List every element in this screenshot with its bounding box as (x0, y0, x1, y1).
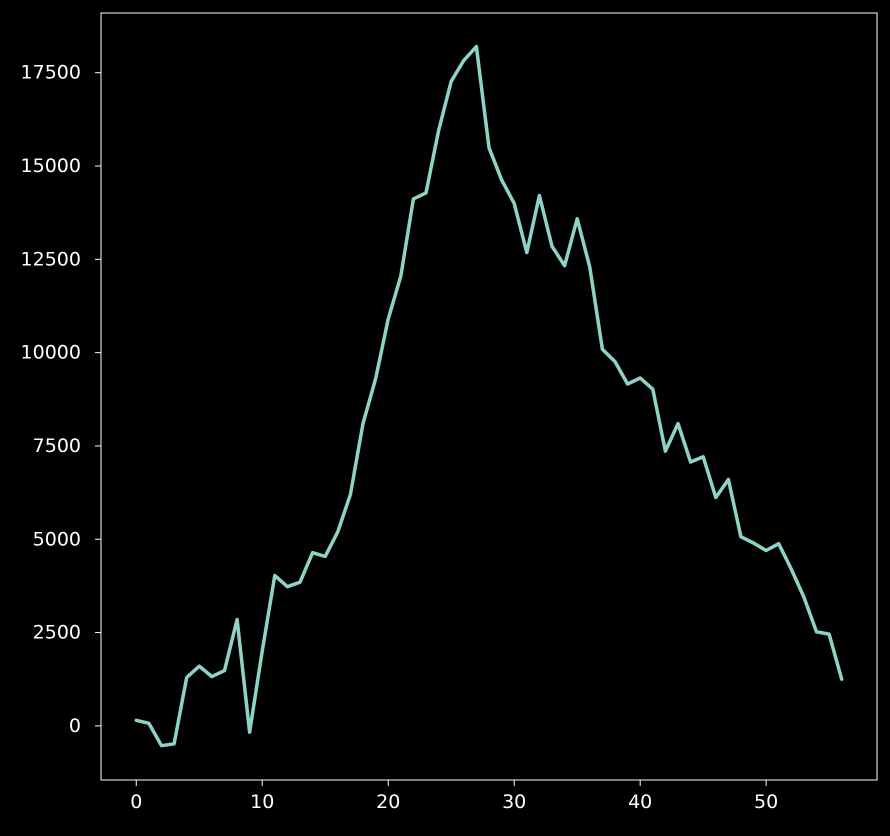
x-axis: 0 10 20 30 40 50 (130, 780, 778, 813)
x-tick-label: 30 (502, 791, 526, 813)
series-line (134, 44, 844, 748)
y-axis: 0 2500 5000 7500 10000 12500 15000 17500 (21, 62, 101, 737)
y-tick-label: 12500 (21, 248, 81, 270)
y-tick-label: 7500 (33, 435, 81, 457)
y-tick-label: 15000 (21, 155, 81, 177)
x-tick-label: 20 (376, 791, 400, 813)
y-tick-label: 2500 (33, 622, 81, 644)
y-tick-label: 10000 (21, 342, 81, 364)
y-tick-label: 17500 (21, 62, 81, 84)
x-tick-label: 40 (628, 791, 652, 813)
y-tick-label: 5000 (33, 528, 81, 550)
plot-frame (100, 12, 878, 781)
x-tick-label: 10 (250, 791, 274, 813)
x-tick-label: 0 (130, 791, 142, 813)
y-tick-label: 0 (69, 715, 81, 737)
x-tick-label: 50 (754, 791, 778, 813)
